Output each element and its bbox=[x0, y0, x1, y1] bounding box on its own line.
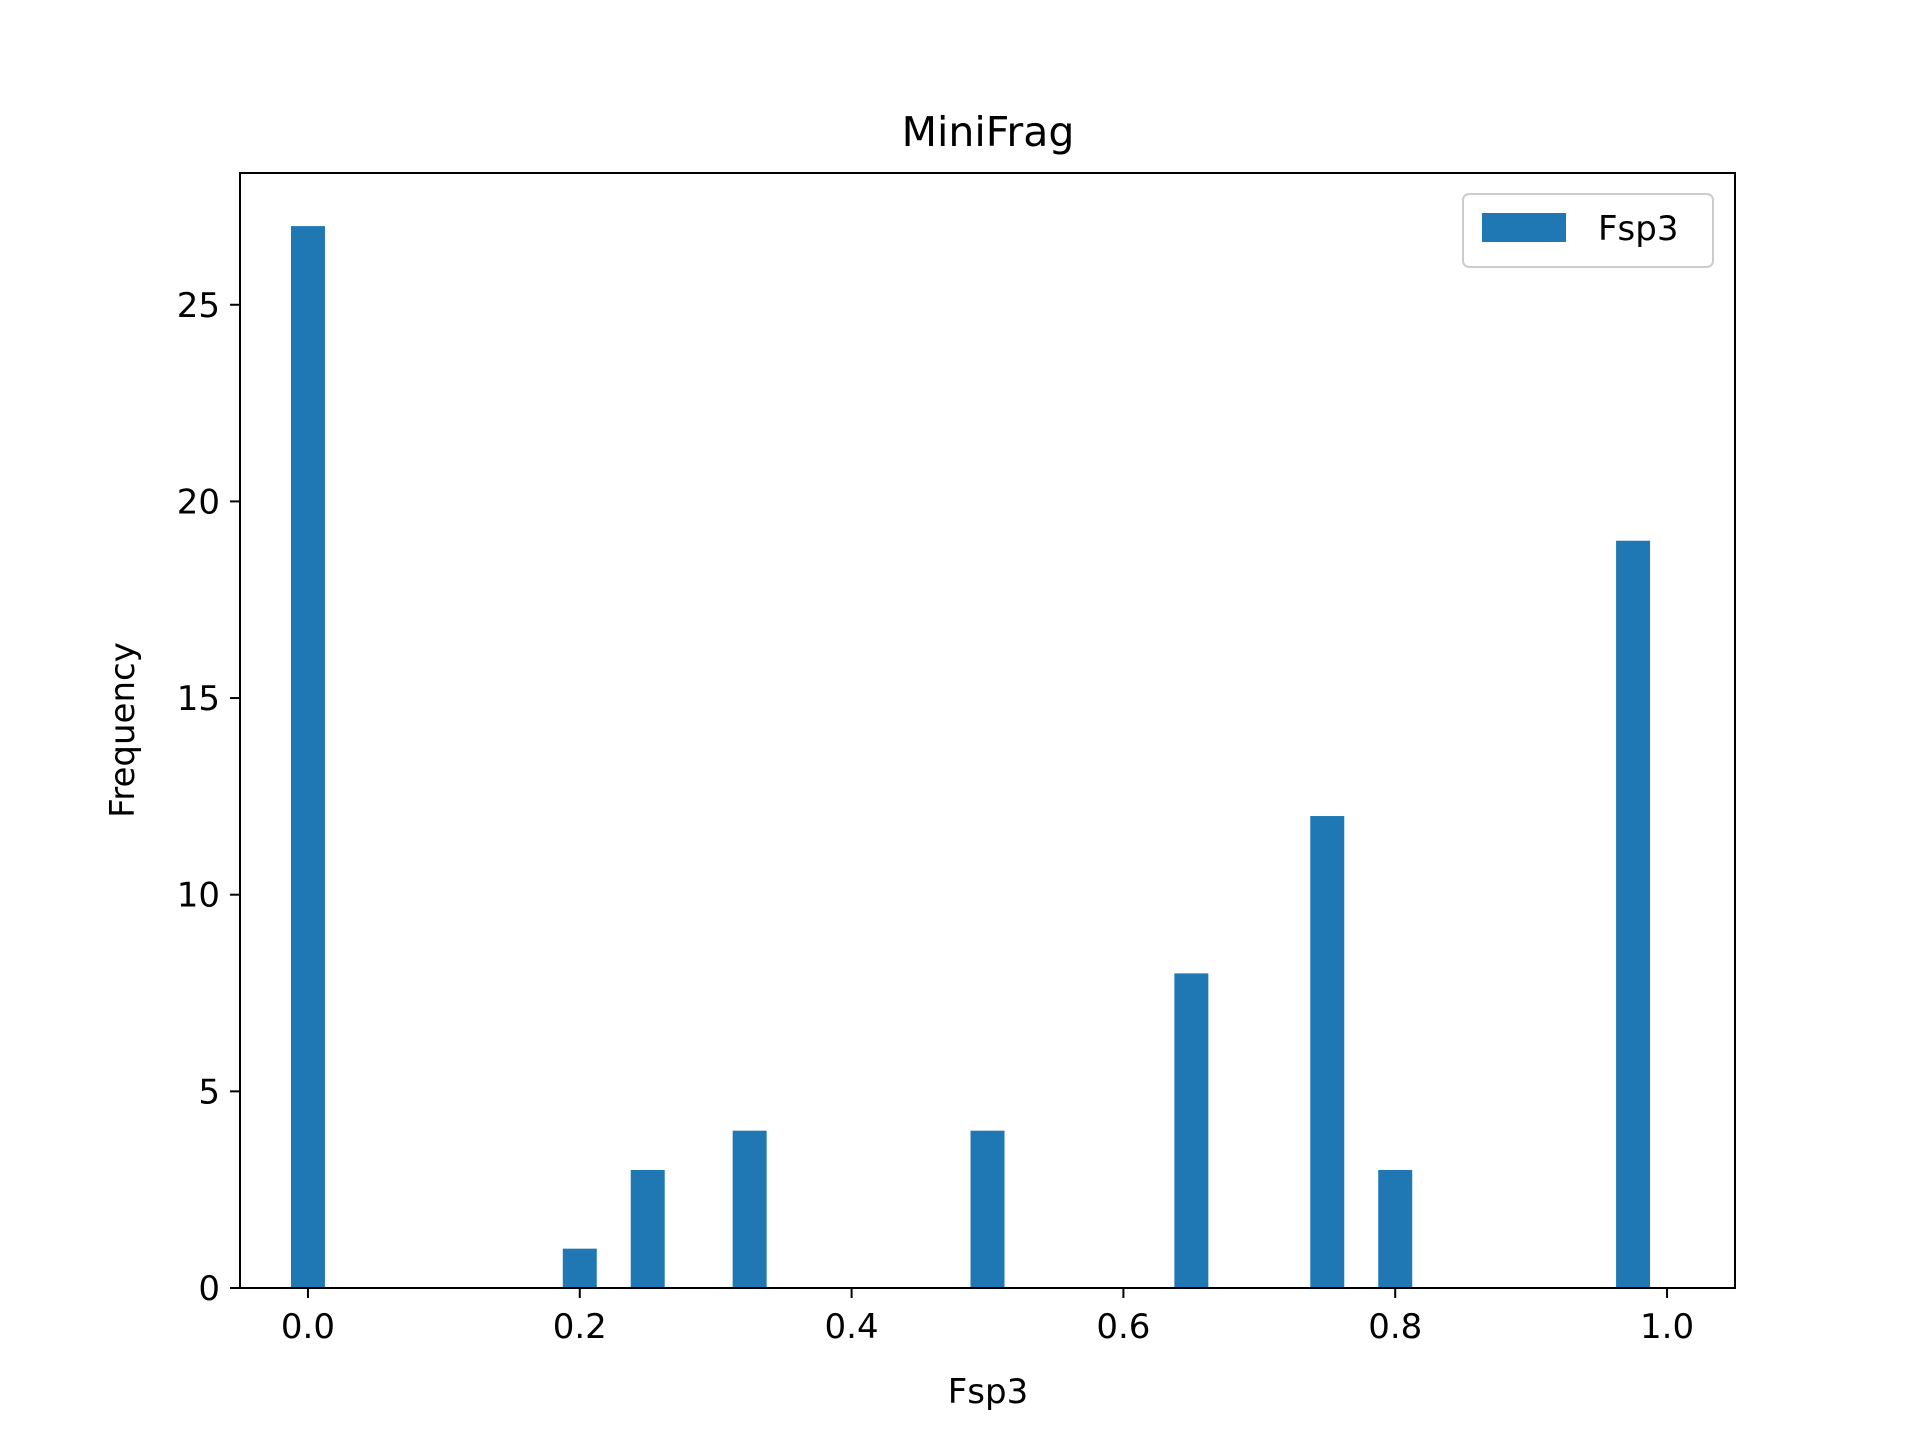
x-tick-label: 0.6 bbox=[1096, 1307, 1150, 1347]
y-tick-label: 10 bbox=[177, 876, 220, 916]
x-tick-label: 0.0 bbox=[281, 1307, 335, 1347]
legend-label: Fsp3 bbox=[1598, 209, 1678, 249]
histogram-bar-4 bbox=[970, 1130, 1005, 1288]
histogram-bar-7 bbox=[1378, 1170, 1413, 1288]
bars-group bbox=[290, 226, 1651, 1289]
legend-swatch bbox=[1482, 213, 1566, 242]
y-axis: 0 5 10 15 20 25 bbox=[177, 286, 240, 1309]
histogram-bar-8 bbox=[1616, 540, 1651, 1288]
x-axis: 0.0 0.2 0.4 0.6 0.8 1.0 bbox=[281, 1288, 1694, 1347]
y-tick-label: 15 bbox=[177, 679, 220, 719]
y-axis-label: Frequency bbox=[103, 642, 143, 818]
y-tick-label: 25 bbox=[177, 286, 220, 326]
x-tick-label: 0.2 bbox=[553, 1307, 607, 1347]
y-tick-label: 5 bbox=[198, 1072, 220, 1112]
x-tick-label: 0.8 bbox=[1368, 1307, 1422, 1347]
histogram-bar-3 bbox=[732, 1130, 767, 1288]
histogram-bar-1 bbox=[562, 1248, 597, 1288]
legend: Fsp3 bbox=[1462, 193, 1714, 268]
histogram-bar-0 bbox=[290, 226, 325, 1289]
y-tick-label: 0 bbox=[198, 1269, 220, 1309]
histogram-bar-2 bbox=[630, 1170, 665, 1288]
plot-frame bbox=[239, 172, 1736, 1289]
legend-box bbox=[1462, 193, 1714, 268]
x-tick-label: 1.0 bbox=[1640, 1307, 1694, 1347]
chart-title: MiniFrag bbox=[902, 108, 1075, 156]
y-tick-label: 20 bbox=[177, 482, 220, 522]
x-axis-label: Fsp3 bbox=[948, 1372, 1028, 1412]
histogram-bar-5 bbox=[1174, 973, 1209, 1288]
x-tick-label: 0.4 bbox=[825, 1307, 879, 1347]
histogram-bar-6 bbox=[1310, 816, 1345, 1288]
